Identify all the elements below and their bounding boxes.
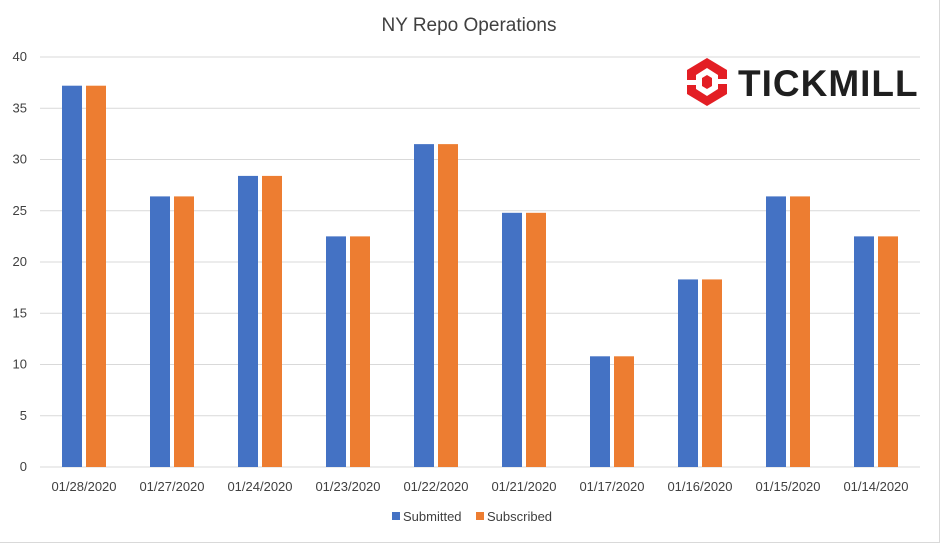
bar-submitted-0 (62, 85, 82, 467)
bar-subscribed-0 (86, 85, 106, 467)
y-tick-label: 25 (13, 203, 27, 218)
gridlines (40, 56, 920, 468)
y-axis-tick-labels: 0 5 10 15 20 25 30 35 40 (13, 49, 27, 474)
tickmill-logo: TICKMILL (684, 58, 919, 106)
bar-submitted-5 (502, 212, 522, 467)
legend-label-subscribed: Subscribed (487, 509, 552, 524)
bar-subscribed-4 (438, 144, 458, 467)
x-tick-label: 01/17/2020 (579, 479, 644, 494)
bar-submitted-9 (854, 236, 874, 467)
bar-submitted-3 (326, 236, 346, 467)
y-tick-label: 0 (20, 459, 27, 474)
x-tick-label: 01/15/2020 (755, 479, 820, 494)
bar-submitted-2 (238, 175, 258, 467)
x-tick-label: 01/21/2020 (491, 479, 556, 494)
x-tick-label: 01/27/2020 (139, 479, 204, 494)
bar-subscribed-3 (350, 236, 370, 467)
x-tick-label: 01/22/2020 (403, 479, 468, 494)
legend-swatch-submitted (392, 512, 400, 520)
bar-submitted-7 (678, 279, 698, 467)
x-tick-label: 01/23/2020 (315, 479, 380, 494)
legend: Submitted Subscribed (392, 509, 552, 524)
legend-label-submitted: Submitted (403, 509, 462, 524)
x-tick-label: 01/14/2020 (843, 479, 908, 494)
bar-subscribed-5 (526, 212, 546, 467)
y-tick-label: 10 (13, 357, 27, 372)
tickmill-hexagon-logo-icon (684, 58, 730, 106)
y-tick-label: 35 (13, 100, 27, 115)
bar-submitted-4 (414, 144, 434, 467)
y-tick-label: 5 (20, 408, 27, 423)
x-tick-label: 01/24/2020 (227, 479, 292, 494)
x-tick-label: 01/16/2020 (667, 479, 732, 494)
logo-wordmark: TICKMILL (738, 63, 919, 104)
bars (62, 85, 898, 467)
bar-submitted-1 (150, 196, 170, 467)
bar-subscribed-8 (790, 196, 810, 467)
x-tick-label: 01/28/2020 (51, 479, 116, 494)
bar-subscribed-2 (262, 175, 282, 467)
bar-submitted-8 (766, 196, 786, 467)
bar-subscribed-7 (702, 279, 722, 467)
bar-submitted-6 (590, 356, 610, 467)
bar-subscribed-6 (614, 356, 634, 467)
x-axis-tick-labels: 01/28/2020 01/27/2020 01/24/2020 01/23/2020… (51, 479, 908, 494)
bar-subscribed-9 (878, 236, 898, 467)
legend-swatch-subscribed (476, 512, 484, 520)
y-tick-label: 30 (13, 152, 27, 167)
chart-title: NY Repo Operations (382, 15, 557, 36)
y-tick-label: 40 (13, 49, 27, 64)
bar-subscribed-1 (174, 196, 194, 467)
y-tick-label: 15 (13, 305, 27, 320)
y-tick-label: 20 (13, 254, 27, 269)
